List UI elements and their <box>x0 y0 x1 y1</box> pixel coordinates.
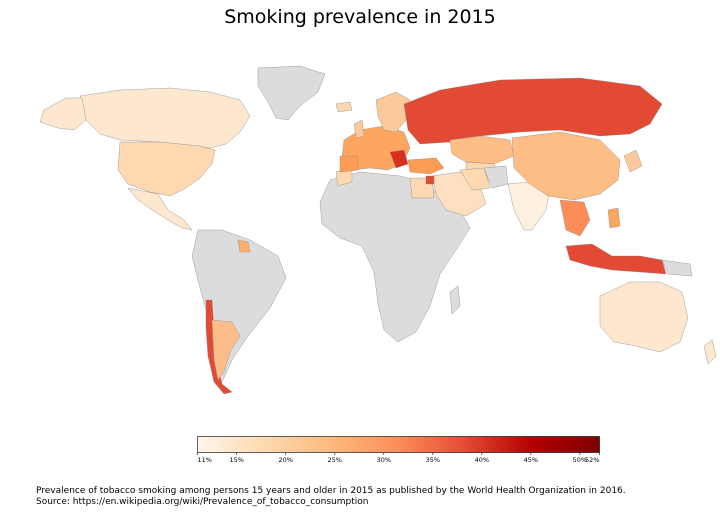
region-iran <box>459 167 491 191</box>
colorbar-tick-label: 15% <box>229 456 243 464</box>
caption-line-2: Source: https://en.wikipedia.org/wiki/Pr… <box>36 496 369 507</box>
colorbar-tick-label: 35% <box>426 456 440 464</box>
region-guiana <box>237 239 251 253</box>
region-turkey <box>407 157 445 175</box>
colorbar-tick-label: 25% <box>328 456 342 464</box>
region-canada <box>79 87 251 149</box>
map-title: Smoking prevalence in 2015 <box>224 6 496 28</box>
colorbar-tick-label: 40% <box>475 456 489 464</box>
region-southeast-asia <box>559 199 591 237</box>
region-argentina <box>211 319 241 381</box>
region-kazakhstan <box>449 135 515 165</box>
colorbar-gradient <box>197 436 600 453</box>
region-papua <box>661 259 693 277</box>
colorbar-tick-label: 20% <box>279 456 293 464</box>
caption-line-1: Prevalence of tobacco smoking among pers… <box>36 486 626 496</box>
region-indonesia <box>565 243 667 275</box>
region-alaska <box>39 97 87 131</box>
colorbar-tick-label: 45% <box>524 456 538 464</box>
region-jordan <box>425 175 435 185</box>
colorbar-tick-label: 11% <box>198 456 212 464</box>
caption: Prevalence of tobacco smoking among pers… <box>36 486 626 507</box>
region-china <box>511 131 621 201</box>
region-scandinavia <box>375 91 411 133</box>
region-iceland <box>335 101 353 113</box>
region-russia <box>403 77 663 145</box>
region-new-zealand <box>703 339 717 365</box>
region-greenland <box>257 65 326 121</box>
colorbar-legend: 11% 15% 20% 25% 30% 35% 40% 45% 50%52% <box>197 436 600 464</box>
region-iberia <box>339 155 359 173</box>
colorbar-ticks: 11% 15% 20% 25% 30% 35% 40% 45% 50%52% <box>197 452 600 464</box>
region-australia <box>599 281 689 353</box>
region-philippines <box>607 207 621 229</box>
region-mexico <box>127 187 193 231</box>
world-map <box>39 65 717 395</box>
region-madagascar <box>449 285 461 315</box>
region-balkans <box>389 149 409 169</box>
colorbar-tick-label: 50% <box>573 456 587 464</box>
region-japan <box>623 149 643 173</box>
region-usa <box>117 141 216 197</box>
region-uk <box>353 119 365 139</box>
colorbar-tick-label: 30% <box>377 456 391 464</box>
colorbar-tick-label: 52% <box>585 456 599 464</box>
